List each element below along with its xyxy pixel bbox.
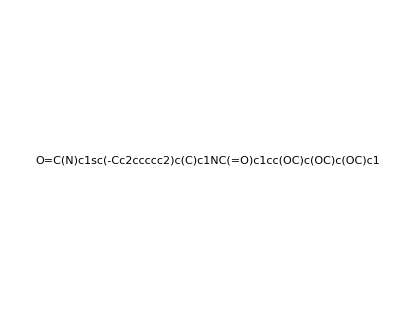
- Text: O=C(N)c1sc(-Cc2ccccc2)c(C)c1NC(=O)c1cc(OC)c(OC)c(OC)c1: O=C(N)c1sc(-Cc2ccccc2)c(C)c1NC(=O)c1cc(O…: [36, 156, 379, 166]
